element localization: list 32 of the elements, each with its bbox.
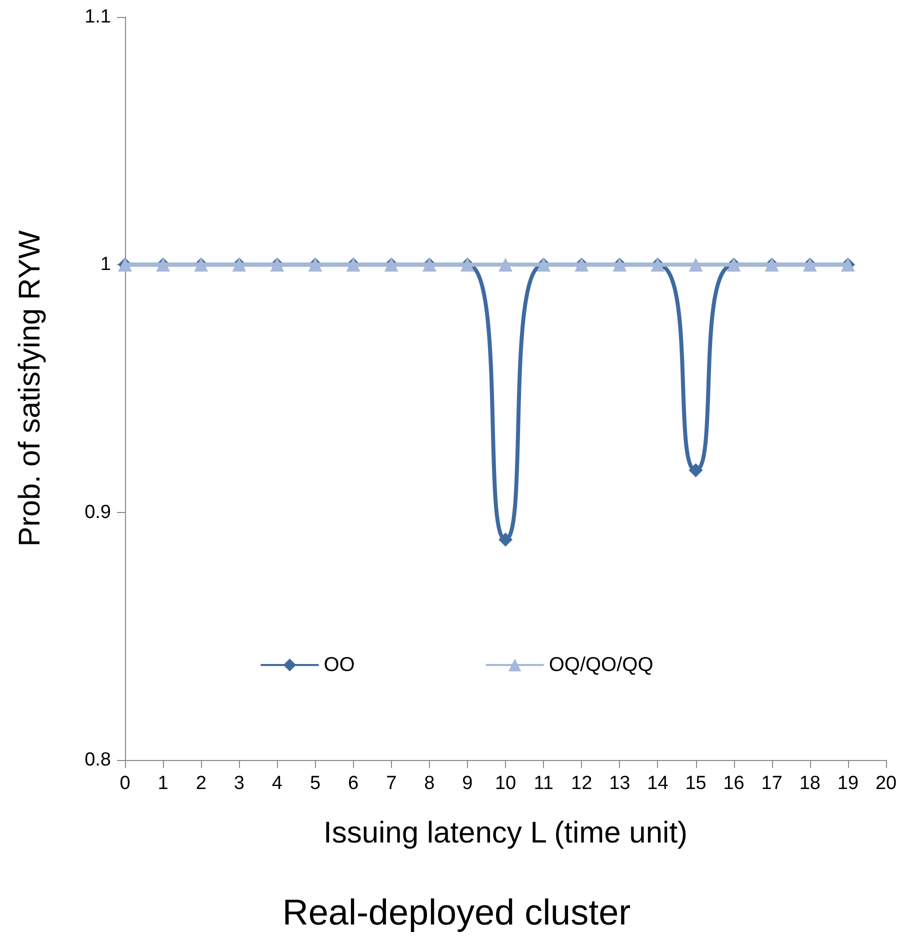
x-tick-label: 2 [196,773,206,794]
x-tick-label: 9 [462,773,473,794]
y-axis-title: Prob. of satisfying RYW [14,230,46,547]
x-tick-label: 6 [348,773,359,794]
x-tick-label: 18 [799,773,820,794]
x-tick-label: 10 [494,773,516,794]
point [498,532,512,547]
x-tick-label: 1 [158,773,168,794]
y-tick-label: 0.9 [84,502,111,523]
y-tick-label: 1.1 [84,6,111,28]
y-tick-label: 1 [100,254,111,276]
x-tick-label: 17 [761,773,782,794]
x-tick-label: 12 [571,773,592,794]
x-tick-label: 19 [837,773,859,794]
x-tick-label: 11 [534,773,554,794]
legend-label: OQ/QO/QQ [548,654,654,676]
x-tick-label: 5 [310,773,321,794]
point [688,463,703,478]
text: Real-deployed cluster [282,892,631,932]
x-tick-label: 0 [120,773,130,794]
y-tick-label: 0.8 [84,750,111,770]
x-axis-title: Issuing latency L (time unit) [323,816,688,850]
x-tick-label: 14 [647,773,669,794]
x-tick-label: 13 [609,773,630,794]
x-tick-label: 8 [424,773,435,794]
x-tick-label: 3 [234,773,244,794]
x-tick-label: 7 [386,773,397,794]
x-tick-label: 16 [723,773,744,794]
x-tick-label: 20 [875,773,897,794]
x-tick-label: 4 [272,773,283,794]
legend-label: OO [324,654,355,676]
x-tick-label: 15 [685,773,706,794]
